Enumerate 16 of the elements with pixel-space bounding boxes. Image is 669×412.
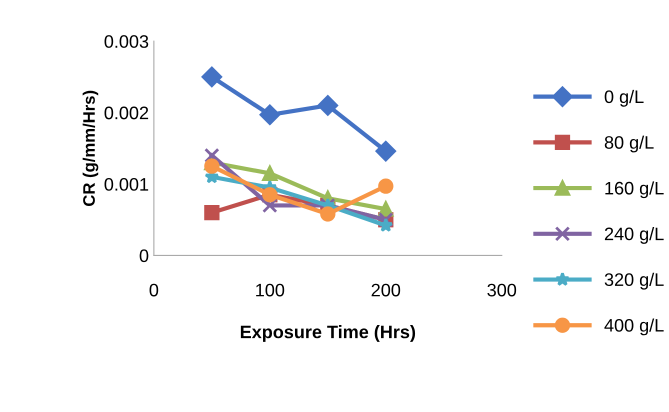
legend-label: 400 g/L — [604, 318, 664, 336]
legend-label: 0 g/L — [604, 90, 644, 107]
legend-label: 80 g/L — [604, 136, 654, 152]
x-tick-label: 0 — [150, 284, 158, 296]
x-tick-label: 100 — [256, 284, 284, 296]
x-tick-label: 300 — [487, 284, 516, 296]
legend-label: 240 g/L — [604, 227, 664, 244]
y-tick-label: 0.001 — [104, 178, 148, 191]
y-axis-title: CR (g/mm/Hrs) — [82, 90, 98, 206]
y-tick-label: 0 — [140, 249, 148, 262]
x-axis-title: Exposure Time (Hrs) — [240, 325, 416, 342]
legend-label: 320 g/L — [604, 272, 664, 290]
y-tick-label: 0.003 — [104, 35, 148, 48]
y-tick-label: 0.002 — [104, 106, 148, 120]
legend-label: 160 g/L — [605, 181, 664, 198]
x-tick-label: 200 — [372, 284, 400, 296]
